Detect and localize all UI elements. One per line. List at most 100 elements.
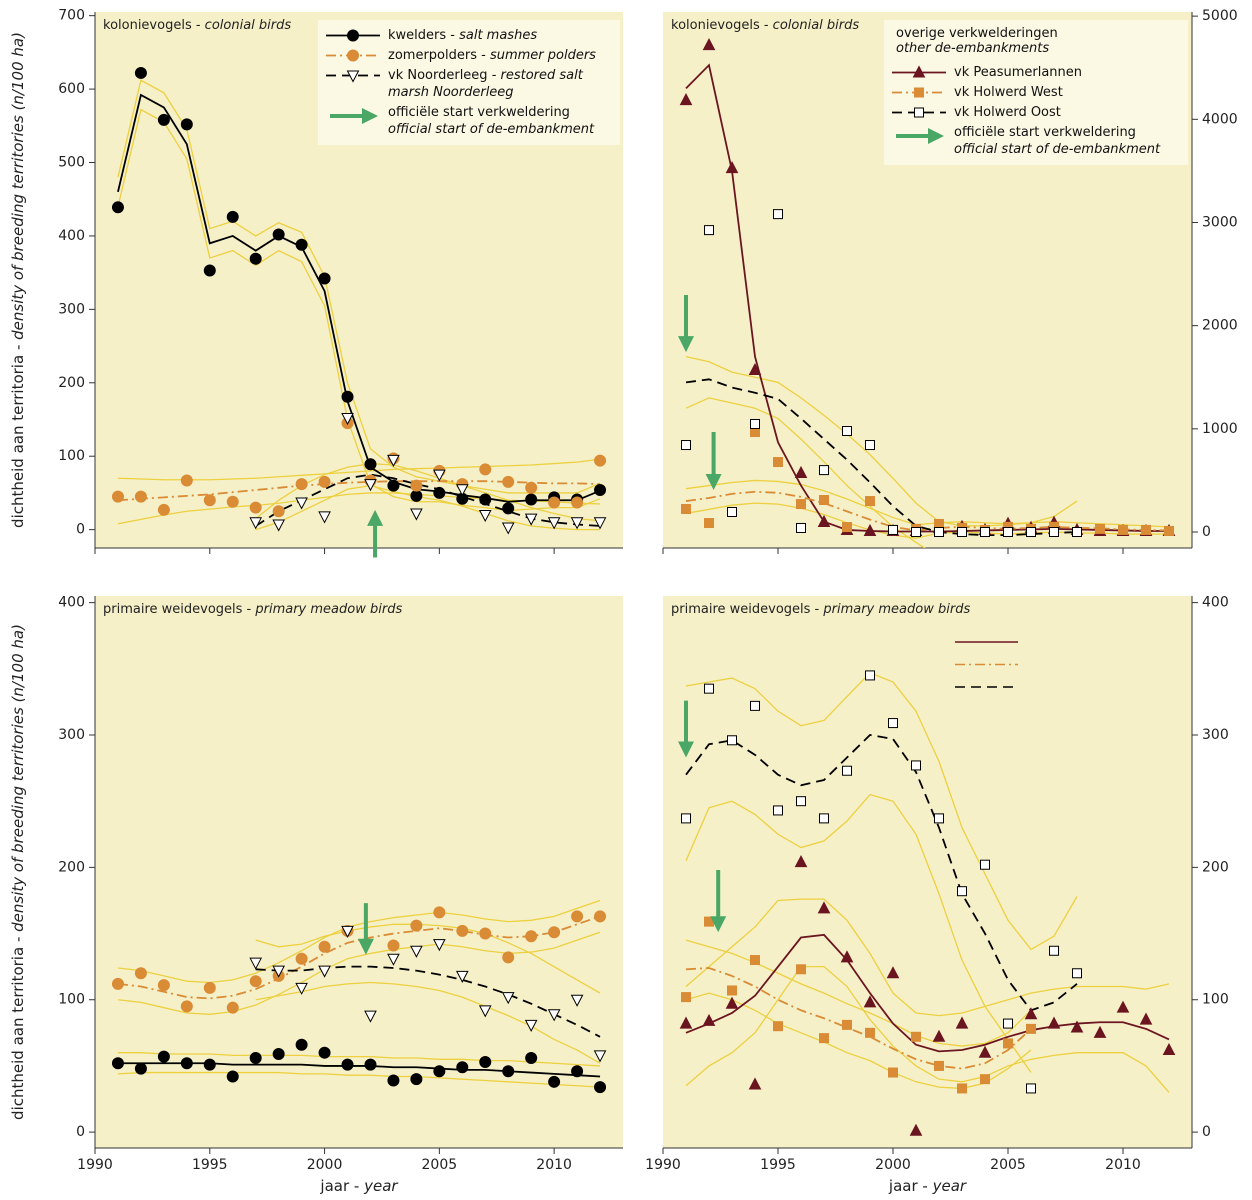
band-lower bbox=[685, 397, 926, 548]
marker bbox=[1049, 527, 1059, 538]
trend-line bbox=[117, 93, 601, 503]
marker bbox=[295, 238, 308, 251]
marker bbox=[157, 503, 170, 516]
band-upper bbox=[255, 923, 601, 994]
marker bbox=[773, 457, 783, 468]
marker bbox=[180, 118, 193, 131]
y-label-en: density of breeding territories (n/100 h… bbox=[9, 624, 27, 932]
legend-label: zomerpolders - summer polders bbox=[388, 47, 614, 64]
y-tick-label: 100 bbox=[58, 448, 85, 464]
marker bbox=[295, 1038, 308, 1051]
marker bbox=[796, 964, 806, 975]
marker bbox=[681, 440, 691, 451]
panel-title: kolonievogels - colonial birds bbox=[671, 18, 859, 33]
marker bbox=[157, 979, 170, 992]
y-tick-label: 200 bbox=[1202, 859, 1229, 875]
marker bbox=[842, 765, 852, 776]
marker bbox=[980, 527, 990, 538]
trend-line bbox=[117, 480, 601, 502]
start-arrow bbox=[678, 295, 694, 353]
legend-label-nl: vk Noorderleeg - bbox=[388, 68, 501, 83]
x-label-en: year bbox=[363, 1177, 398, 1195]
legend-entry: vk Noorderleeg - restored salt marsh Noo… bbox=[324, 67, 614, 101]
x-tick-label: 1995 bbox=[192, 1157, 228, 1173]
marker bbox=[157, 1050, 170, 1063]
x-tick-label: 2010 bbox=[1105, 1157, 1141, 1173]
marker bbox=[410, 945, 423, 958]
legend-entry: kwelders - salt mashes bbox=[324, 27, 614, 44]
y-label-en: density of breeding territories (n/100 h… bbox=[9, 32, 27, 340]
marker bbox=[1095, 523, 1105, 534]
y-tick-label: 0 bbox=[76, 1124, 85, 1140]
marker bbox=[318, 475, 331, 488]
legend-label-en: salt mashes bbox=[459, 28, 538, 43]
marker bbox=[1026, 1023, 1036, 1034]
y-tick-label: 200 bbox=[58, 859, 85, 875]
y-axis-label: dichtheid aan territoria - density of br… bbox=[9, 624, 27, 1120]
y-tick-label: 0 bbox=[1202, 524, 1211, 540]
marker bbox=[1072, 527, 1082, 538]
marker bbox=[817, 901, 831, 914]
marker bbox=[865, 670, 875, 681]
trend-line bbox=[685, 63, 1169, 533]
marker bbox=[1072, 968, 1082, 979]
marker bbox=[570, 517, 584, 530]
marker bbox=[249, 1051, 262, 1064]
marker bbox=[934, 527, 944, 538]
marker bbox=[318, 272, 331, 285]
marker bbox=[796, 499, 806, 510]
marker bbox=[748, 362, 762, 376]
marker bbox=[1118, 524, 1128, 535]
marker bbox=[571, 496, 584, 509]
marker bbox=[547, 517, 561, 530]
marker bbox=[226, 1001, 239, 1014]
marker bbox=[1003, 1038, 1013, 1049]
panel-title: primaire weidevogels - primary meadow bi… bbox=[103, 602, 402, 617]
marker bbox=[433, 486, 446, 499]
marker bbox=[1093, 1025, 1107, 1038]
marker bbox=[502, 1065, 515, 1078]
start-arrow bbox=[678, 700, 694, 758]
marker bbox=[318, 965, 331, 978]
title-nl: kolonievogels - bbox=[103, 18, 205, 33]
marker bbox=[980, 859, 990, 870]
marker bbox=[750, 700, 760, 711]
trend-line bbox=[255, 965, 601, 1038]
marker bbox=[704, 683, 714, 694]
x-tick-label: 1990 bbox=[645, 1157, 681, 1173]
trend-line bbox=[685, 734, 1078, 1012]
y-axis-label: dichtheid aan territoria - density of br… bbox=[9, 32, 27, 528]
y-tick-label: 600 bbox=[58, 81, 85, 97]
y-tick-label: 4000 bbox=[1202, 111, 1238, 127]
marker bbox=[364, 479, 377, 492]
marker bbox=[888, 524, 898, 535]
legend-label-nl: zomerpolders - bbox=[388, 48, 490, 63]
legend-sample bbox=[892, 107, 946, 118]
band-lower bbox=[255, 981, 601, 1064]
marker bbox=[773, 209, 783, 220]
legend-entry: officiële start verkweldering official st… bbox=[324, 104, 614, 138]
x-label-en: year bbox=[932, 1177, 967, 1195]
marker bbox=[750, 418, 760, 429]
band-lower bbox=[117, 1071, 601, 1088]
marker bbox=[111, 977, 124, 990]
marker bbox=[364, 458, 377, 471]
marker bbox=[819, 495, 829, 506]
title-nl: kolonievogels - bbox=[671, 18, 773, 33]
marker bbox=[272, 519, 285, 532]
marker bbox=[773, 805, 783, 816]
band-lower bbox=[117, 931, 601, 1015]
marker bbox=[525, 481, 538, 494]
marker bbox=[794, 465, 808, 478]
title-en: primary meadow birds bbox=[254, 602, 402, 617]
marker bbox=[347, 49, 359, 62]
marker bbox=[478, 509, 492, 523]
marker bbox=[727, 985, 737, 996]
marker bbox=[865, 440, 875, 451]
marker bbox=[865, 496, 875, 507]
y-label-nl: dichtheid aan territoria - bbox=[9, 932, 27, 1120]
marker bbox=[341, 390, 354, 403]
legend-label: officiële start verkweldering official st… bbox=[954, 124, 1160, 158]
legend-label-nl: kwelders - bbox=[388, 28, 460, 43]
marker bbox=[702, 1013, 716, 1026]
